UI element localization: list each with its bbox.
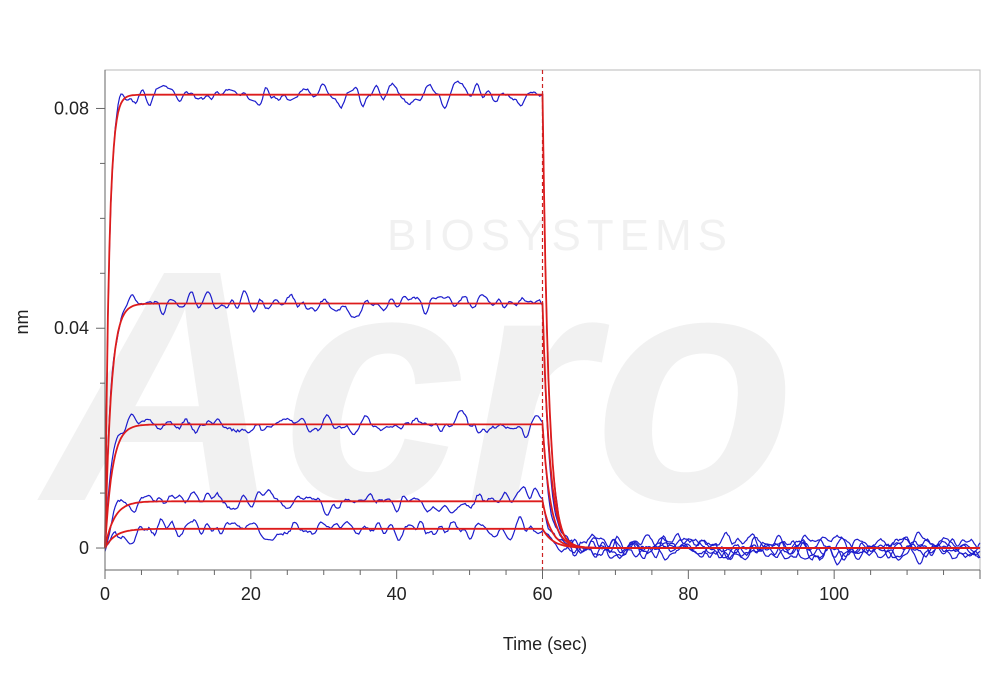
watermark-logo: Acro bbox=[34, 201, 796, 570]
x-tick-label: 80 bbox=[678, 584, 698, 604]
x-tick-label: 20 bbox=[241, 584, 261, 604]
watermark-text: BIOSYSTEMS bbox=[387, 211, 733, 260]
x-tick-label: 100 bbox=[819, 584, 849, 604]
x-tick-label: 40 bbox=[387, 584, 407, 604]
y-tick-label: 0 bbox=[79, 538, 89, 558]
x-axis-title: Time (sec) bbox=[503, 634, 587, 654]
y-tick-label: 0.08 bbox=[54, 98, 89, 118]
x-tick-label: 60 bbox=[532, 584, 552, 604]
watermark: BIOSYSTEMS Acro bbox=[34, 201, 796, 570]
measured-trace bbox=[104, 516, 981, 565]
y-tick-label: 0.04 bbox=[54, 318, 89, 338]
x-tick-label: 0 bbox=[100, 584, 110, 604]
plot-area bbox=[104, 70, 981, 570]
axes: 0 20 40 60 80 100 0 0.04 0.08 bbox=[54, 70, 981, 604]
y-axis-title: nm bbox=[12, 309, 32, 334]
